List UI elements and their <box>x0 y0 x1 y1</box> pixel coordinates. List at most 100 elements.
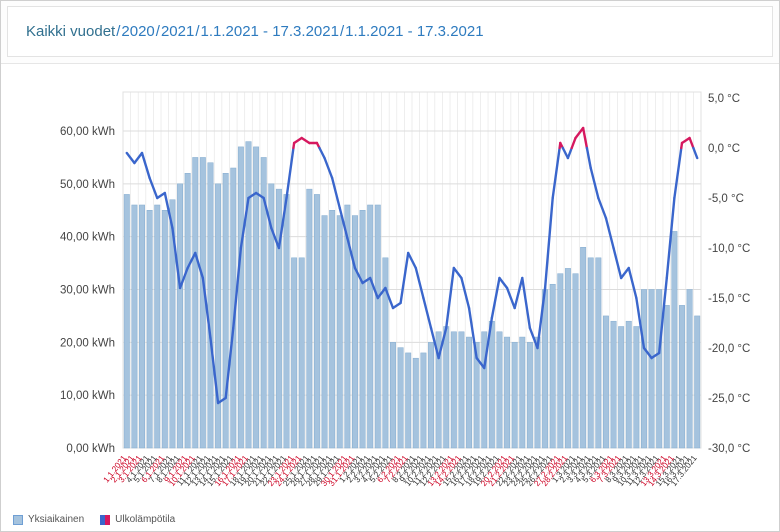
bar[interactable] <box>641 289 647 449</box>
bar[interactable] <box>397 347 404 449</box>
svg-text:-10,0 °C: -10,0 °C <box>708 243 750 255</box>
bar[interactable] <box>625 320 632 449</box>
bar[interactable] <box>215 183 222 449</box>
bar[interactable] <box>359 210 366 449</box>
x-axis-labels: 1.1.20212.1.20213.1.20214.1.20215.1.2021… <box>102 453 699 488</box>
svg-text:60,00 kWh: 60,00 kWh <box>60 126 115 138</box>
bar[interactable] <box>557 273 564 449</box>
bar[interactable] <box>663 305 670 449</box>
bar[interactable] <box>313 194 320 449</box>
bar[interactable] <box>580 247 587 449</box>
bar[interactable] <box>694 315 701 449</box>
bar[interactable] <box>564 268 571 449</box>
bar[interactable] <box>618 326 625 449</box>
bar[interactable] <box>344 204 351 449</box>
bar[interactable] <box>671 231 678 449</box>
legend-item-ulkolampotila[interactable]: Ulkolämpötila <box>100 514 175 525</box>
bar[interactable] <box>519 336 526 449</box>
bar[interactable] <box>291 257 298 449</box>
breadcrumb-links: /2020/2021/1.1.2021 - 17.3.2021/1.1.2021… <box>115 23 483 40</box>
chart-legend: Yksiaikainen Ulkolämpötila <box>13 514 175 525</box>
bar[interactable] <box>504 336 511 449</box>
bar[interactable] <box>602 315 609 449</box>
breadcrumb: Kaikki vuodet/2020/2021/1.1.2021 - 17.3.… <box>26 23 484 40</box>
bar[interactable] <box>390 342 396 449</box>
bar[interactable] <box>222 173 229 449</box>
bar[interactable] <box>207 162 214 449</box>
bar[interactable] <box>139 204 145 449</box>
bar[interactable] <box>306 188 313 449</box>
bar[interactable] <box>268 183 275 449</box>
bar[interactable] <box>154 204 161 449</box>
bar[interactable] <box>549 283 556 449</box>
bar[interactable] <box>610 320 617 449</box>
breadcrumb-separator: / <box>116 23 121 40</box>
vertical-gridlines <box>122 92 702 448</box>
bar[interactable] <box>245 141 252 449</box>
bar[interactable] <box>412 357 419 449</box>
bar[interactable] <box>177 183 183 449</box>
bar[interactable] <box>169 199 176 449</box>
bar[interactable] <box>146 210 153 449</box>
breadcrumb-link[interactable]: 2021 <box>160 23 195 40</box>
svg-text:-15,0 °C: -15,0 °C <box>708 293 750 305</box>
breadcrumb-link[interactable]: 2020 <box>121 23 155 40</box>
bar[interactable] <box>633 326 640 449</box>
breadcrumb-link[interactable]: 1.1.2021 - 17.3.2021 <box>345 23 484 40</box>
bar[interactable] <box>184 173 191 449</box>
bar[interactable] <box>374 204 381 449</box>
consumption-chart[interactable]: 0,00 kWh 10,00 kWh 20,00 kWh 30,00 kWh 40,00… <box>1 64 780 502</box>
bar[interactable] <box>542 289 549 449</box>
breadcrumb-separator: / <box>195 23 200 40</box>
bar[interactable] <box>199 157 206 449</box>
svg-text:0,0 °C: 0,0 °C <box>708 143 740 155</box>
bar[interactable] <box>488 320 495 449</box>
bar[interactable] <box>481 331 488 449</box>
bar[interactable] <box>336 215 343 449</box>
chart-card: 0,00 kWh 10,00 kWh 20,00 kWh 30,00 kWh 40,00… <box>1 63 779 531</box>
bar[interactable] <box>161 210 168 449</box>
bar[interactable] <box>587 257 594 449</box>
bar[interactable] <box>686 289 693 449</box>
bar[interactable] <box>420 352 427 449</box>
bar[interactable] <box>496 331 503 449</box>
bar[interactable] <box>275 188 282 449</box>
bar[interactable] <box>382 257 389 449</box>
bar[interactable] <box>466 336 472 449</box>
svg-text:-20,0 °C: -20,0 °C <box>708 343 750 355</box>
bar[interactable] <box>321 215 328 449</box>
bar[interactable] <box>443 326 450 449</box>
bar[interactable] <box>283 194 290 449</box>
bar[interactable] <box>298 257 305 449</box>
bar[interactable] <box>435 331 442 449</box>
bar[interactable] <box>572 273 579 449</box>
bar[interactable] <box>260 157 267 449</box>
bar[interactable] <box>450 331 457 449</box>
bar[interactable] <box>192 157 199 449</box>
right-axis-labels: 5,0 °C 0,0 °C -5,0 °C -10,0 °C -15,0 °C -20,0… <box>708 93 750 455</box>
bar[interactable] <box>123 194 130 449</box>
bar-series <box>123 141 701 449</box>
breadcrumb-bar: Kaikki vuodet/2020/2021/1.1.2021 - 17.3.… <box>7 6 773 57</box>
bar[interactable] <box>405 352 412 449</box>
bar[interactable] <box>428 342 434 449</box>
bar[interactable] <box>648 289 655 449</box>
bar[interactable] <box>367 204 374 449</box>
bar[interactable] <box>473 342 480 449</box>
bar[interactable] <box>329 210 336 449</box>
bar[interactable] <box>534 336 541 449</box>
bar[interactable] <box>458 331 465 449</box>
bar[interactable] <box>253 146 260 449</box>
bar-series-swatch-icon <box>13 514 23 525</box>
bar[interactable] <box>511 342 518 449</box>
bar[interactable] <box>526 342 533 449</box>
bar[interactable] <box>595 257 602 449</box>
bar[interactable] <box>352 215 358 449</box>
bar[interactable] <box>656 289 663 449</box>
breadcrumb-root[interactable]: Kaikki vuodet <box>26 23 116 40</box>
bar[interactable] <box>131 204 138 449</box>
bar[interactable] <box>679 305 685 449</box>
bar[interactable] <box>237 146 244 449</box>
legend-item-yksiaikainen[interactable]: Yksiaikainen <box>13 514 84 525</box>
breadcrumb-link[interactable]: 1.1.2021 - 17.3.2021 <box>200 23 339 40</box>
